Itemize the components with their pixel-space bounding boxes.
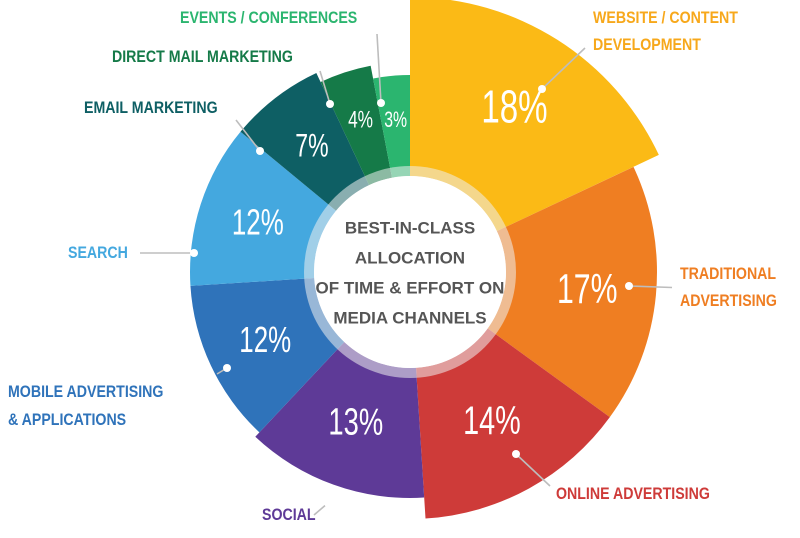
slice-value-traditional-advertising: 17% (557, 265, 618, 312)
slice-online-advertising (416, 328, 610, 519)
leader-line-website-content-development (541, 47, 586, 90)
slice-label-social: SOCIAL (262, 506, 316, 524)
slice-traditional-advertising (487, 166, 657, 418)
slice-label-mobile-advertising-applications-line-1: MOBILE ADVERTISING (8, 383, 163, 401)
slice-website-content-development (410, 0, 659, 232)
leader-line-direct-mail-marketing (319, 70, 331, 105)
slice-label-website-content-development-line-2: DEVELOPMENT (593, 36, 701, 54)
slices-group: 18% 17% 14% 13% 12% 12% 7% 4% 3% (189, 0, 659, 519)
leader-dot-online-advertising (512, 450, 520, 458)
leader-dot-events-conferences (377, 99, 385, 107)
center-circle (314, 176, 506, 368)
slice-label-online-advertising: ONLINE ADVERTISING (556, 485, 710, 503)
slice-label-traditional-advertising-line-2: ADVERTISING (680, 292, 777, 310)
leader-line-email-marketing (235, 119, 261, 152)
center-title-line-2: ALLOCATION (355, 249, 465, 268)
slice-label-events-conferences: EVENTS / CONFERENCES (180, 9, 357, 27)
leader-dot-traditional-advertising (625, 282, 633, 290)
center-title-line-1: BEST-IN-CLASS (345, 219, 475, 238)
slice-search (189, 131, 337, 286)
slice-social (255, 341, 425, 498)
slice-direct-mail-marketing (320, 65, 393, 186)
slice-label-website-content-development-line-1: WEBSITE / CONTENT (593, 9, 738, 27)
center-title-line-4: MEDIA CHANNELS (333, 309, 486, 328)
slice-label-direct-mail-marketing: DIRECT MAIL MARKETING (112, 48, 293, 66)
center-group: BEST-IN-CLASS ALLOCATION OF TIME & EFFOR… (304, 166, 516, 378)
slice-value-website-content-development: 18% (481, 82, 547, 132)
slice-value-email-marketing: 7% (295, 128, 328, 164)
leader-line-online-advertising (515, 453, 551, 487)
leader-dot-email-marketing (256, 147, 264, 155)
leader-dot-search (190, 249, 198, 257)
slice-label-email-marketing: EMAIL MARKETING (84, 99, 218, 117)
slice-value-events-conferences: 3% (384, 109, 407, 133)
slice-value-mobile-advertising-applications: 12% (239, 320, 291, 360)
labels-group: WEBSITE / CONTENT DEVELOPMENT TRADITIONAL A… (8, 9, 777, 524)
leader-line-traditional-advertising (628, 285, 673, 289)
slice-value-direct-mail-marketing: 4% (348, 107, 373, 133)
slice-label-traditional-advertising-line-1: TRADITIONAL (680, 265, 776, 283)
leader-dot-website-content-development (538, 85, 546, 93)
slice-value-search: 12% (232, 202, 284, 242)
leader-dot-social (324, 499, 332, 507)
leader-line-events-conferences (376, 33, 382, 104)
leader-dot-direct-mail-marketing (326, 100, 334, 108)
slice-email-marketing (240, 72, 370, 211)
leader-dot-mobile-advertising-applications (223, 364, 231, 372)
slice-label-mobile-advertising-applications-line-2: & APPLICATIONS (8, 411, 126, 429)
slice-value-online-advertising: 14% (463, 399, 521, 444)
center-title-line-3: OF TIME & EFFORT ON (316, 279, 505, 298)
slice-label-search: SEARCH (68, 244, 128, 262)
slice-mobile-advertising-applications (190, 278, 345, 433)
slice-value-social: 13% (328, 401, 383, 443)
